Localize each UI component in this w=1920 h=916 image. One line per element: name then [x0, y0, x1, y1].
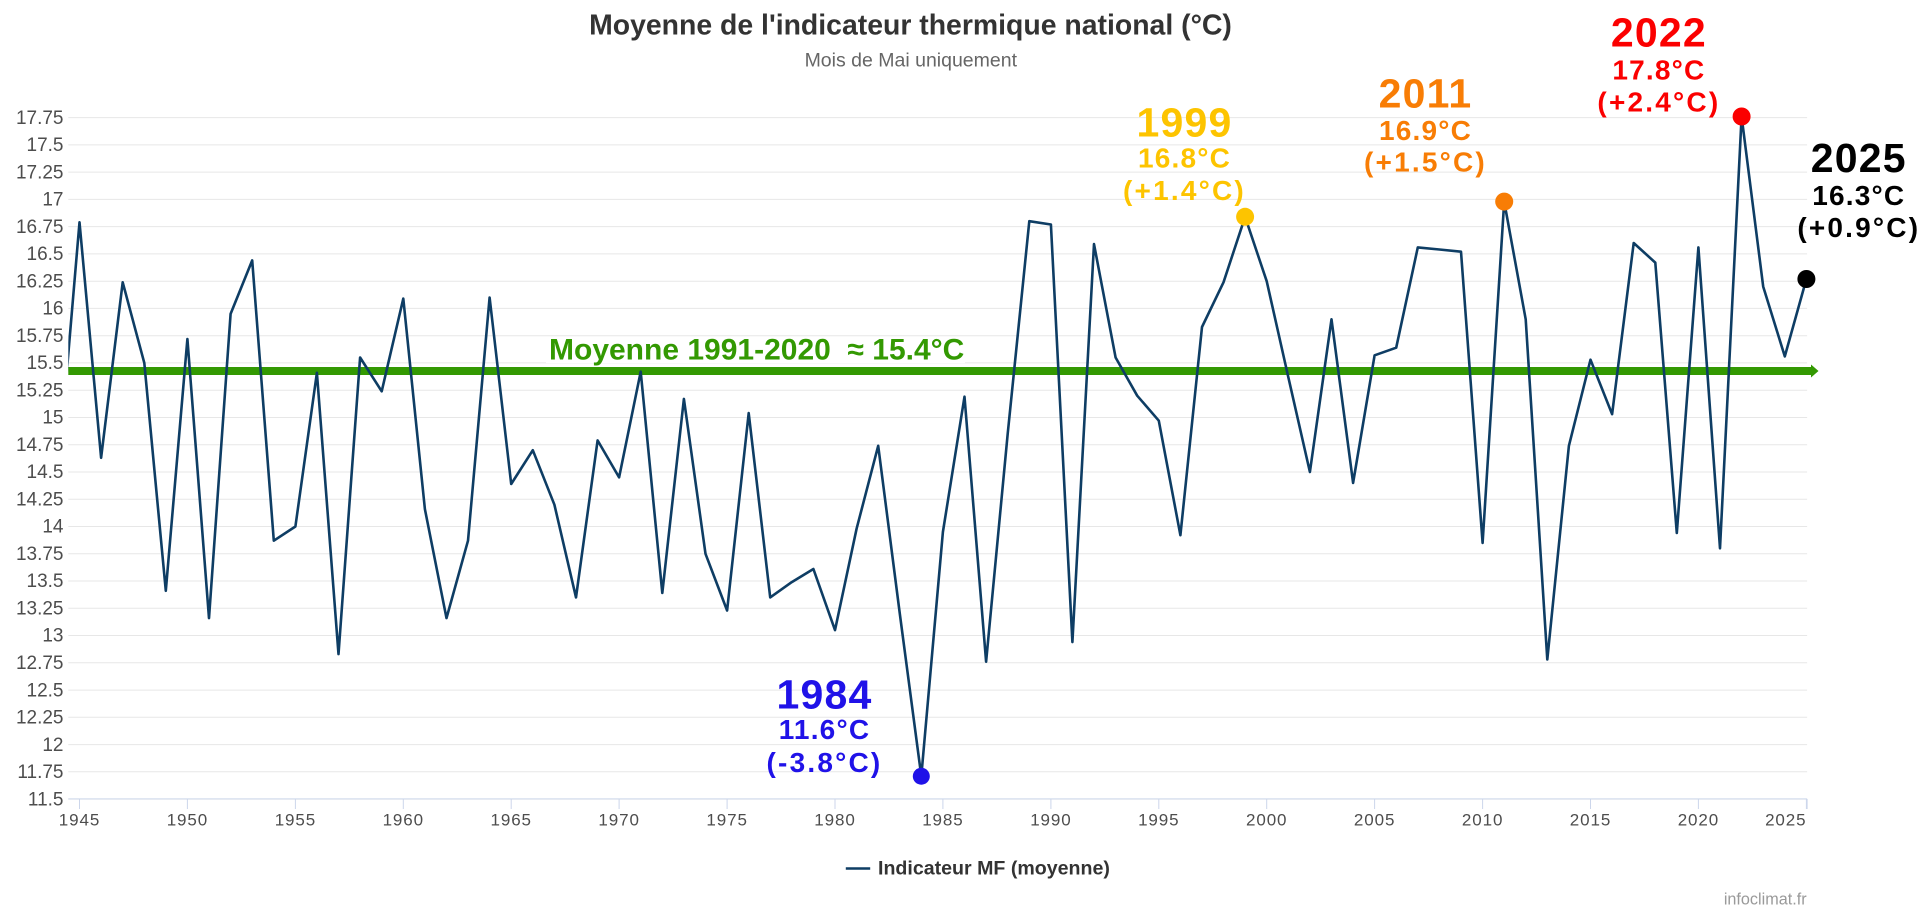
svg-text:14.25: 14.25	[16, 489, 64, 510]
svg-text:2020: 2020	[1678, 811, 1719, 830]
svg-text:1970: 1970	[598, 811, 639, 830]
svg-text:15.25: 15.25	[16, 380, 64, 401]
svg-text:1960: 1960	[383, 811, 424, 830]
svg-text:15: 15	[42, 408, 63, 429]
svg-text:2011: 2011	[1379, 71, 1473, 117]
svg-text:(+2.4°C): (+2.4°C)	[1597, 87, 1720, 118]
svg-text:1995: 1995	[1138, 811, 1179, 830]
svg-text:16.8°C: 16.8°C	[1138, 142, 1231, 173]
svg-text:13: 13	[42, 626, 63, 647]
svg-text:(+1.5°C): (+1.5°C)	[1364, 146, 1487, 177]
svg-text:15.5: 15.5	[27, 353, 64, 374]
svg-text:11.5: 11.5	[28, 789, 64, 810]
svg-text:(+0.9°C): (+0.9°C)	[1797, 212, 1920, 243]
svg-text:16.9°C: 16.9°C	[1379, 115, 1472, 146]
svg-text:15.75: 15.75	[16, 326, 64, 347]
svg-text:(-3.8°C): (-3.8°C)	[767, 747, 883, 778]
svg-text:17.25: 17.25	[16, 162, 64, 183]
svg-text:2005: 2005	[1354, 811, 1395, 830]
svg-text:2022: 2022	[1611, 10, 1707, 56]
svg-text:13.25: 13.25	[16, 599, 64, 620]
svg-text:12.25: 12.25	[16, 708, 64, 729]
svg-text:1999: 1999	[1136, 99, 1232, 145]
svg-text:11.6°C: 11.6°C	[779, 714, 871, 745]
svg-text:1955: 1955	[275, 811, 316, 830]
svg-text:14: 14	[42, 517, 64, 538]
svg-text:12.75: 12.75	[16, 653, 64, 674]
svg-text:1990: 1990	[1030, 811, 1071, 830]
svg-text:Moyenne 1991-2020 ≈ 15.4°C: Moyenne 1991-2020 ≈ 15.4°C	[549, 334, 964, 367]
svg-text:Mois de Mai uniquement: Mois de Mai uniquement	[805, 49, 1018, 71]
svg-text:17.8°C: 17.8°C	[1612, 54, 1705, 85]
svg-text:13.5: 13.5	[27, 571, 64, 592]
svg-text:infoclimat.fr: infoclimat.fr	[1724, 891, 1807, 909]
svg-text:2010: 2010	[1462, 811, 1503, 830]
svg-text:1945: 1945	[59, 811, 100, 830]
svg-text:16.5: 16.5	[27, 244, 64, 265]
svg-text:1950: 1950	[167, 811, 208, 830]
svg-text:1984: 1984	[776, 672, 872, 718]
svg-text:1965: 1965	[490, 811, 531, 830]
svg-text:12.5: 12.5	[27, 680, 64, 701]
svg-text:2015: 2015	[1570, 811, 1611, 830]
svg-text:2025: 2025	[1765, 811, 1806, 830]
svg-text:1985: 1985	[922, 811, 963, 830]
svg-text:14.5: 14.5	[27, 462, 64, 483]
svg-text:16.75: 16.75	[16, 217, 64, 238]
svg-text:16: 16	[42, 299, 63, 320]
svg-text:16.3°C: 16.3°C	[1812, 180, 1905, 211]
svg-text:1980: 1980	[814, 811, 855, 830]
svg-text:1975: 1975	[706, 811, 747, 830]
svg-text:13.75: 13.75	[16, 544, 64, 565]
svg-text:17.5: 17.5	[27, 135, 64, 156]
svg-text:14.75: 14.75	[16, 435, 64, 456]
svg-text:Moyenne de l'indicateur thermi: Moyenne de l'indicateur thermique nation…	[589, 10, 1232, 42]
svg-text:12: 12	[42, 735, 63, 756]
svg-text:11.75: 11.75	[17, 762, 63, 783]
svg-text:2025: 2025	[1811, 135, 1907, 181]
svg-text:17.75: 17.75	[16, 108, 64, 129]
svg-text:17: 17	[42, 190, 63, 211]
svg-text:(+1.4°C): (+1.4°C)	[1123, 175, 1246, 206]
svg-text:Indicateur MF (moyenne): Indicateur MF (moyenne)	[878, 858, 1110, 880]
svg-text:2000: 2000	[1246, 811, 1287, 830]
svg-text:16.25: 16.25	[16, 271, 64, 292]
